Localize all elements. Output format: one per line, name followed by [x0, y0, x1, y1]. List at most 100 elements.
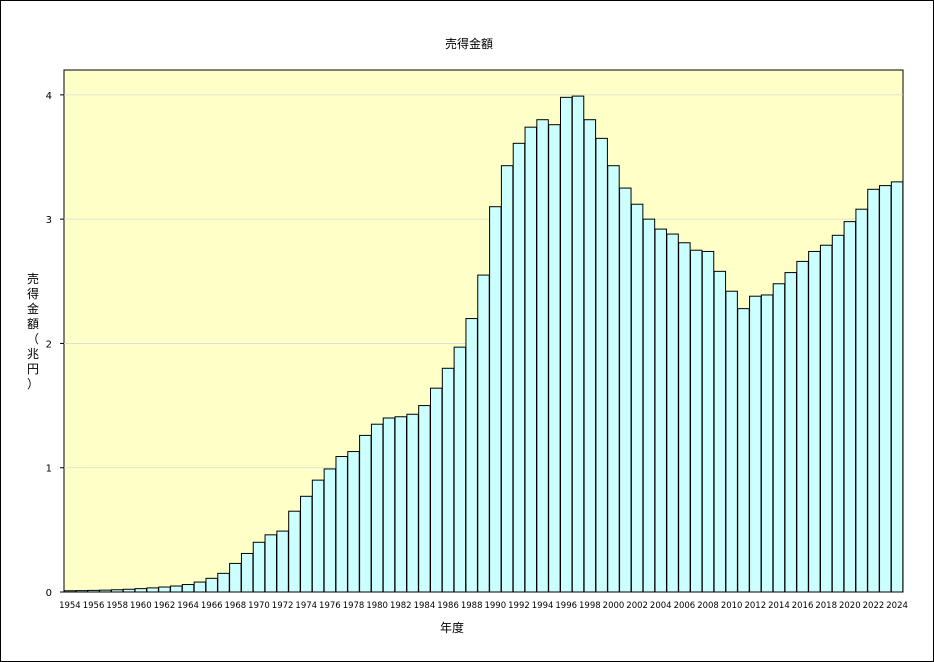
x-axis-ticks: 1954 1956 1958 1960 1962 1964 1966 1968 1970 1972…: [59, 601, 908, 611]
x-tick-label: 1966: [201, 601, 223, 611]
x-tick-label: 2006: [674, 601, 696, 611]
bar-2014: [772, 283, 786, 593]
x-tick-label: 2014: [768, 601, 790, 611]
x-tick-label: 1998: [579, 601, 601, 611]
bar-2004: [654, 228, 667, 593]
bar-1980: [370, 423, 384, 593]
bar-2021: [855, 208, 868, 593]
bar-1986: [441, 367, 455, 593]
x-tick-label: 2022: [863, 601, 885, 611]
bar-2002: [630, 203, 644, 593]
y-tick-label: 0: [46, 588, 52, 599]
bar-1974: [300, 495, 313, 593]
bar-1968: [229, 562, 242, 593]
x-tick-label: 1956: [83, 601, 105, 611]
bar-1994: [536, 119, 549, 593]
bar-1985: [430, 387, 443, 593]
bar-1972: [276, 530, 289, 593]
bar-1966: [205, 577, 218, 593]
bar-1956: [87, 589, 100, 593]
bar-1964: [181, 584, 195, 593]
x-tick-label: 1972: [272, 601, 294, 611]
bar-1955: [75, 590, 88, 593]
bar-1958: [110, 589, 124, 593]
x-tick-label: 2020: [839, 601, 861, 611]
bar-1998: [583, 119, 597, 593]
bars: [63, 95, 904, 593]
x-tick-label: 2016: [792, 601, 814, 611]
y-tick-label: 3: [46, 215, 52, 226]
y-axis-ticks: 0 1 2 3 4: [46, 91, 64, 599]
bar-2007: [689, 249, 703, 593]
bar-1954: [63, 590, 77, 593]
x-tick-label: 1968: [225, 601, 247, 611]
bar-1996: [559, 96, 573, 593]
x-tick-label: 1970: [248, 601, 270, 611]
x-tick-label: 1990: [484, 601, 506, 611]
bar-1997: [571, 95, 585, 593]
x-tick-label: 1982: [390, 601, 412, 611]
x-tick-label: 1976: [319, 601, 341, 611]
bar-2005: [666, 233, 679, 593]
bar-1982: [394, 416, 408, 593]
x-tick-label: 2012: [744, 601, 766, 611]
x-axis-label: 年度: [440, 620, 464, 635]
bar-1976: [323, 468, 337, 593]
bar-2013: [760, 294, 774, 593]
bar-1969: [240, 552, 254, 593]
bar-1989: [477, 274, 490, 593]
x-tick-label: 1978: [343, 601, 365, 611]
x-tick-label: 1988: [461, 601, 483, 611]
x-tick-label: 1954: [59, 601, 81, 611]
bar-1977: [335, 456, 348, 593]
chart-title: 売得金額: [445, 36, 493, 51]
bar-2023: [879, 185, 892, 593]
bar-1967: [217, 572, 230, 593]
x-tick-label: 1980: [366, 601, 388, 611]
bar-2001: [619, 187, 632, 593]
x-tick-label: 1964: [177, 601, 199, 611]
x-tick-label: 1960: [130, 601, 152, 611]
bar-1973: [288, 510, 301, 593]
bar-1981: [382, 417, 396, 593]
bar-1984: [418, 405, 431, 593]
x-tick-label: 2004: [650, 601, 672, 611]
bar-1999: [595, 137, 608, 593]
bar-1995: [548, 124, 561, 593]
y-tick-label: 4: [46, 91, 52, 102]
bar-2003: [642, 218, 656, 593]
bar-2009: [713, 270, 727, 593]
bar-2017: [808, 250, 821, 593]
bar-2006: [678, 242, 691, 593]
bar-1965: [193, 581, 207, 593]
bar-2019: [831, 234, 845, 593]
bar-2024: [890, 181, 904, 593]
x-tick-label: 1974: [295, 601, 317, 611]
bar-2010: [725, 290, 738, 593]
x-tick-label: 2002: [626, 601, 648, 611]
bar-1978: [347, 451, 360, 593]
y-axis-label: 売得金額（兆円）: [27, 271, 39, 391]
bar-1979: [359, 434, 372, 593]
bar-2012: [749, 295, 762, 593]
bar-1987: [453, 346, 467, 593]
x-tick-label: 1992: [508, 601, 530, 611]
bar-1993: [524, 126, 537, 593]
bar-1970: [252, 541, 266, 593]
bar-1959: [122, 588, 136, 593]
bar-2022: [867, 188, 880, 593]
x-tick-label: 1986: [437, 601, 459, 611]
x-tick-label: 2024: [886, 601, 908, 611]
bar-1960: [134, 588, 148, 593]
bar-1961: [146, 587, 159, 593]
x-tick-label: 2010: [721, 601, 743, 611]
y-tick-label: 2: [46, 339, 52, 350]
bar-1991: [500, 165, 514, 593]
bar-1962: [158, 586, 171, 593]
x-tick-label: 2000: [603, 601, 625, 611]
x-tick-label: 1958: [106, 601, 128, 611]
bar-2018: [819, 244, 833, 593]
bar-2011: [737, 308, 750, 593]
bar-2015: [784, 272, 797, 593]
